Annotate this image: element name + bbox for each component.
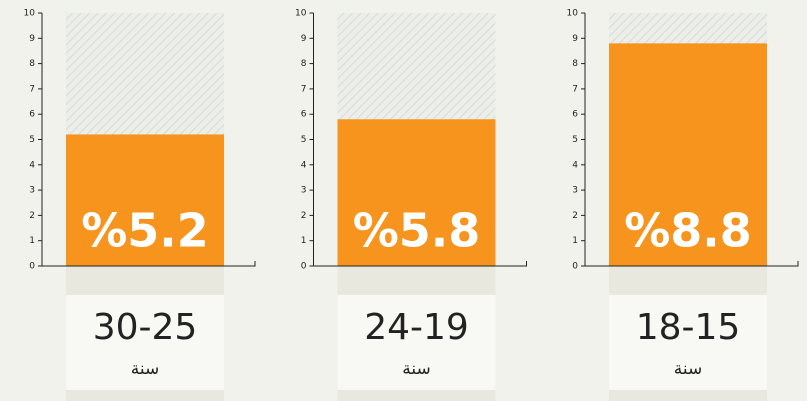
x-axis — [42, 261, 256, 267]
sublabel: سنة — [674, 359, 703, 379]
y-tick-label: 2 — [301, 211, 307, 221]
value-label: %8.8 — [624, 204, 752, 258]
label-box — [66, 295, 224, 390]
y-tick-label: 5 — [572, 135, 578, 145]
y-tick-label: 8 — [572, 59, 578, 69]
y-tick-label: 7 — [301, 84, 307, 94]
value-label: %5.2 — [81, 204, 209, 258]
y-tick-label: 0 — [572, 262, 578, 272]
y-tick-label: 1 — [29, 236, 35, 246]
y-tick-label: 3 — [29, 186, 35, 196]
y-tick-label: 3 — [572, 186, 578, 196]
y-tick-label: 0 — [29, 262, 35, 272]
y-tick-label: 2 — [29, 211, 35, 221]
y-tick-label: 2 — [572, 211, 578, 221]
y-tick-label: 8 — [301, 59, 307, 69]
x-axis — [585, 261, 799, 267]
y-tick-label: 4 — [572, 160, 578, 170]
y-tick-label: 5 — [301, 135, 307, 145]
category-label: 30-25 — [93, 307, 198, 348]
y-tick-label: 10 — [24, 9, 36, 19]
y-tick-label: 5 — [29, 135, 35, 145]
label-box — [337, 295, 496, 390]
sublabel: سنة — [402, 359, 431, 379]
bar — [66, 134, 224, 266]
y-tick-label: 4 — [301, 160, 307, 170]
y-tick-label: 9 — [572, 34, 578, 44]
y-tick-label: 4 — [29, 160, 35, 170]
value-label: %5.8 — [353, 204, 481, 258]
y-tick-label: 3 — [301, 186, 307, 196]
category-label: 18-15 — [636, 307, 741, 348]
x-axis — [313, 261, 527, 267]
y-tick-label: 6 — [301, 110, 307, 120]
label-box — [609, 295, 767, 390]
bar — [337, 119, 496, 266]
bar — [609, 43, 767, 266]
y-tick-label: 1 — [301, 236, 307, 246]
y-tick-label: 10 — [295, 9, 307, 19]
y-tick-label: 6 — [572, 110, 578, 120]
sublabel: سنة — [131, 359, 160, 379]
y-tick-label: 6 — [29, 110, 35, 120]
y-tick-label: 7 — [572, 84, 578, 94]
y-tick-label: 10 — [567, 9, 579, 19]
y-tick-label: 0 — [301, 262, 307, 272]
y-tick-label: 9 — [301, 34, 307, 44]
y-tick-label: 9 — [29, 34, 35, 44]
y-tick-label: 1 — [572, 236, 578, 246]
y-tick-label: 7 — [29, 84, 35, 94]
y-tick-label: 8 — [29, 59, 35, 69]
category-label: 24-19 — [364, 307, 469, 348]
